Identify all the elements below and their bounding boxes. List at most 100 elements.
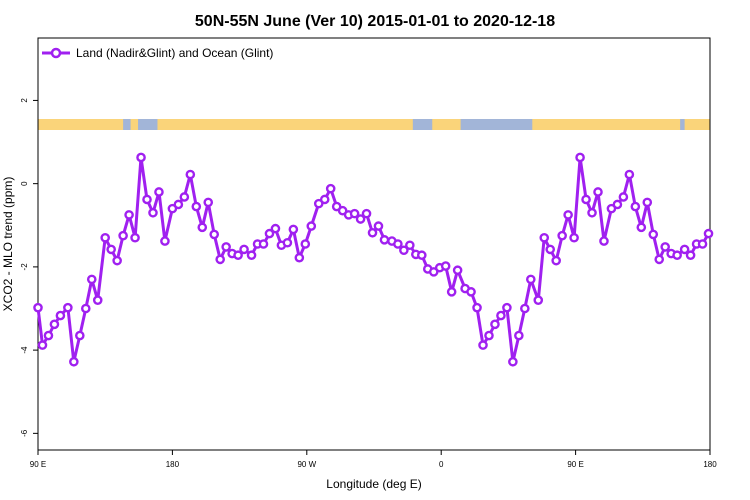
data-point bbox=[587, 207, 597, 218]
x-tick-label: 0 bbox=[439, 460, 444, 469]
data-point bbox=[270, 223, 281, 234]
data-point bbox=[63, 302, 73, 313]
data-point bbox=[630, 201, 641, 212]
data-point bbox=[319, 194, 330, 205]
data-point bbox=[373, 221, 384, 231]
data-point bbox=[466, 287, 476, 297]
data-point bbox=[679, 244, 690, 255]
data-point bbox=[416, 250, 427, 261]
data-point bbox=[148, 207, 158, 218]
data-point bbox=[478, 340, 488, 350]
data-point bbox=[221, 242, 231, 252]
data-point bbox=[203, 197, 214, 208]
data-point bbox=[399, 245, 409, 256]
y-tick-label: 2 bbox=[20, 98, 29, 103]
data-point bbox=[100, 232, 110, 243]
x-axis: 90 E 180 90 W 0 90 E 180 bbox=[30, 450, 717, 469]
data-point bbox=[502, 302, 512, 313]
data-point bbox=[92, 295, 103, 305]
data-point bbox=[660, 242, 671, 252]
data-point bbox=[43, 330, 54, 341]
x-tick-label: 90 E bbox=[30, 460, 46, 469]
data-point bbox=[496, 310, 506, 321]
x-tick-label: 90 E bbox=[567, 460, 583, 469]
data-point bbox=[154, 187, 164, 197]
data-point bbox=[648, 229, 659, 240]
x-axis-label: Longitude (deg E) bbox=[326, 477, 421, 491]
data-point bbox=[624, 169, 635, 180]
land-segment-3 bbox=[432, 119, 461, 130]
data-point bbox=[160, 236, 170, 246]
data-point bbox=[514, 330, 524, 341]
data-point bbox=[379, 235, 390, 245]
data-point bbox=[636, 222, 647, 233]
x-tick-label: 180 bbox=[166, 460, 180, 469]
data-point bbox=[37, 340, 48, 350]
data-point bbox=[563, 210, 573, 220]
data-point bbox=[75, 330, 85, 341]
data-point bbox=[440, 261, 451, 271]
data-point bbox=[300, 239, 311, 249]
data-point bbox=[593, 187, 603, 197]
legend-label: Land (Nadir&Glint) and Ocean (Glint) bbox=[76, 46, 273, 60]
data-point bbox=[239, 244, 249, 255]
data-point bbox=[179, 192, 190, 202]
data-point bbox=[185, 169, 196, 180]
data-point bbox=[508, 356, 518, 367]
data-point bbox=[288, 224, 299, 235]
land-segment-1 bbox=[130, 119, 139, 130]
data-point bbox=[264, 228, 275, 239]
data-point bbox=[551, 255, 561, 266]
data-point bbox=[130, 232, 140, 243]
data-point bbox=[539, 232, 550, 243]
data-point bbox=[472, 302, 482, 313]
data-point bbox=[533, 295, 544, 305]
data-point bbox=[355, 214, 366, 224]
data-point bbox=[80, 303, 91, 314]
data-point bbox=[484, 330, 494, 341]
plot-frame bbox=[37, 37, 711, 451]
data-point bbox=[405, 240, 415, 251]
y-tick-label: -6 bbox=[20, 429, 29, 437]
x-tick-label: 180 bbox=[703, 460, 717, 469]
land-segment-4 bbox=[532, 119, 681, 130]
data-point bbox=[697, 239, 708, 249]
series-line bbox=[36, 155, 710, 364]
legend: Land (Nadir&Glint) and Ocean (Glint) bbox=[42, 46, 273, 60]
data-point bbox=[393, 239, 403, 249]
chart-title: 50N-55N June (Ver 10) 2015-01-01 to 2020… bbox=[195, 13, 555, 30]
data-point bbox=[581, 194, 591, 205]
land-segment-5 bbox=[684, 119, 710, 130]
y-axis-label: XCO2 - MLO trend (ppm) bbox=[1, 177, 15, 312]
surface-type-strip bbox=[38, 119, 710, 130]
data-point bbox=[452, 265, 463, 276]
data-point bbox=[215, 254, 225, 265]
y-tick-label: 0 bbox=[20, 181, 29, 186]
land-segment-2 bbox=[157, 119, 413, 130]
data-point bbox=[209, 229, 220, 240]
land-strip bbox=[38, 119, 710, 130]
data-point bbox=[86, 274, 97, 285]
data-point bbox=[233, 250, 243, 261]
data-point bbox=[654, 254, 665, 265]
data-series bbox=[33, 152, 714, 367]
data-point bbox=[490, 319, 500, 330]
data-point bbox=[545, 244, 556, 255]
data-point bbox=[325, 183, 336, 194]
data-point bbox=[112, 255, 122, 266]
legend-marker bbox=[50, 47, 62, 59]
data-point bbox=[367, 227, 378, 238]
land-segment-0 bbox=[38, 119, 124, 130]
y-axis: 2 0 -2 -4 -6 bbox=[20, 98, 38, 437]
data-point bbox=[618, 192, 629, 202]
data-point bbox=[49, 319, 60, 330]
data-point bbox=[557, 230, 567, 241]
data-point bbox=[33, 302, 43, 313]
data-point bbox=[106, 244, 116, 255]
data-point bbox=[197, 222, 208, 233]
data-point bbox=[136, 152, 146, 163]
data-point bbox=[575, 152, 585, 163]
data-point bbox=[142, 194, 152, 205]
data-point bbox=[599, 236, 609, 246]
